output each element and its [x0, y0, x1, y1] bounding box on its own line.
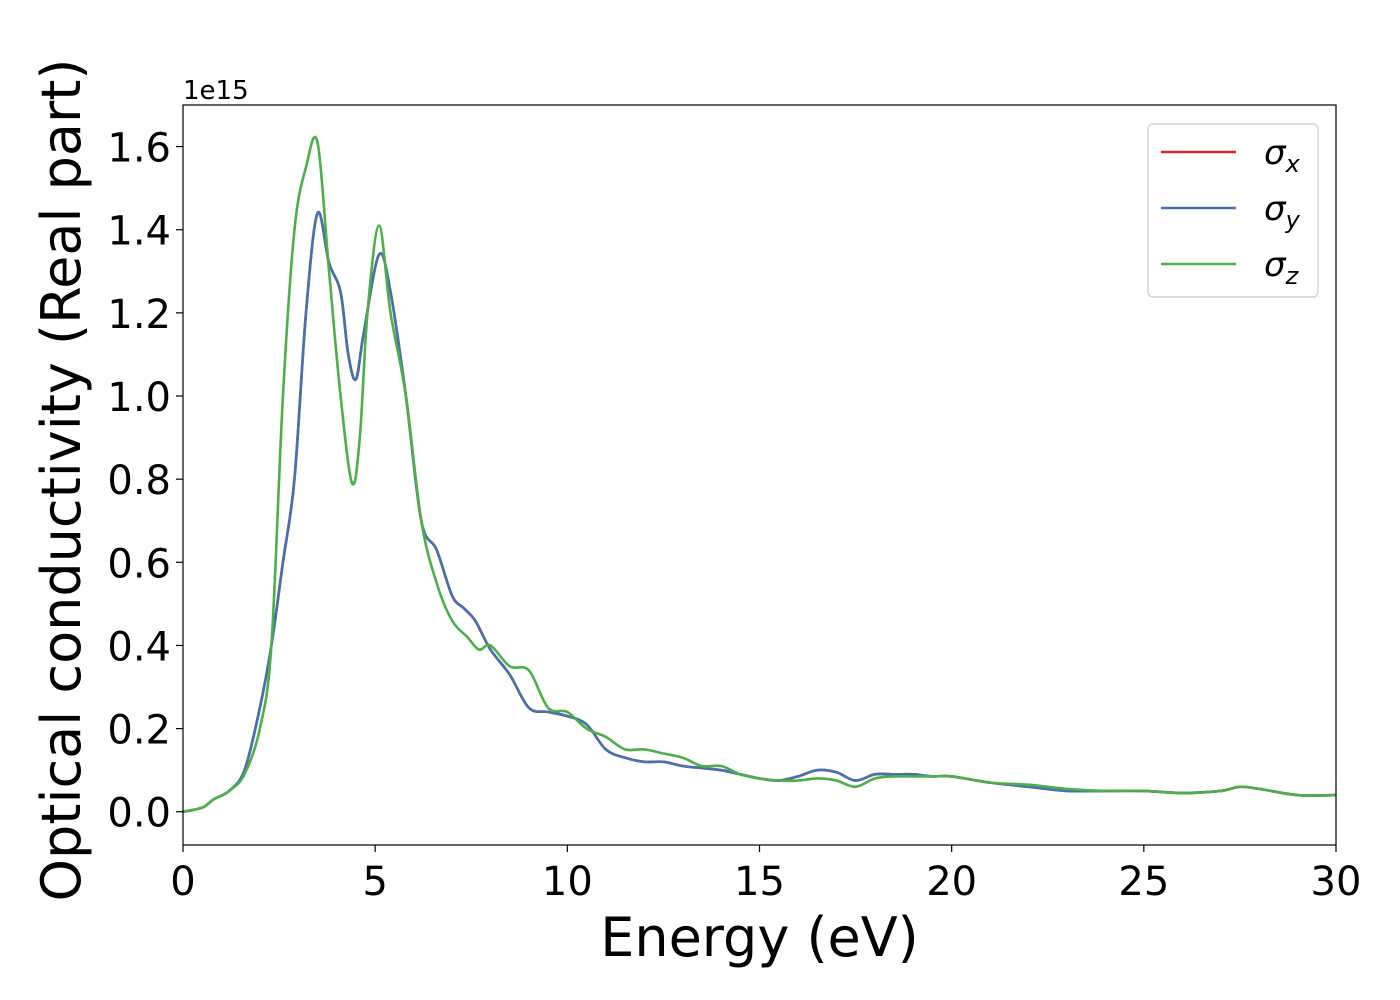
- legend-label-y: σy: [1264, 189, 1301, 234]
- x-tick-label: 0: [170, 859, 195, 905]
- x-axis-title: Energy (eV): [600, 906, 919, 969]
- y-tick-label: 1.0: [107, 375, 171, 421]
- y-tick-label: 0.6: [107, 541, 171, 587]
- series-line-z: [183, 135, 1336, 814]
- series-lines: [183, 135, 1336, 814]
- legend-label-z: σz: [1264, 245, 1300, 290]
- x-tick-label: 30: [1311, 859, 1362, 905]
- y-axis-title: Optical conductivity (Real part): [30, 59, 93, 902]
- y-tick-label: 1.2: [107, 292, 171, 338]
- y-tick-label: 1.4: [107, 209, 171, 255]
- x-tick-label: 15: [734, 859, 785, 905]
- y-tick-label: 0.4: [107, 624, 171, 670]
- y-tick-label: 0.0: [107, 791, 171, 837]
- x-axis: 0 5 10 15 20 25 30: [170, 845, 1361, 905]
- x-tick-label: 10: [542, 859, 593, 905]
- y-tick-label: 0.2: [107, 708, 171, 754]
- y-offset-label: 1e15: [183, 76, 249, 106]
- x-tick-label: 20: [926, 859, 977, 905]
- series-line-y: [183, 210, 1336, 814]
- x-tick-label: 25: [1118, 859, 1169, 905]
- legend: σx σy σz: [1147, 123, 1319, 298]
- y-tick-label: 0.8: [107, 458, 171, 504]
- legend-box: [1147, 123, 1319, 298]
- x-tick-label: 5: [362, 859, 387, 905]
- y-axis: 0.0 0.2 0.4 0.6 0.8 1.0 1.2 1.4 1.6: [107, 126, 183, 837]
- y-tick-label: 1.6: [107, 126, 171, 172]
- series-line-x: [183, 210, 1336, 814]
- legend-label-x: σx: [1264, 133, 1301, 178]
